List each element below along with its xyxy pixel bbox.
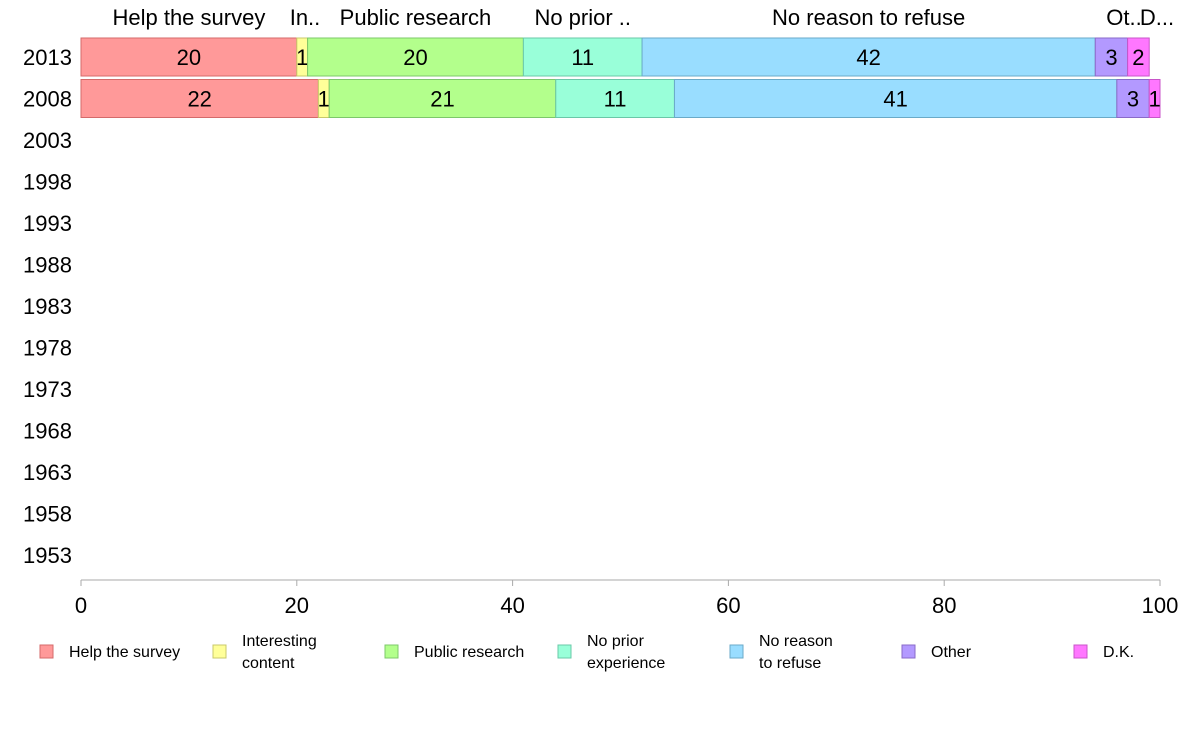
bar-segment — [1116, 79, 1150, 118]
series-header-label: Ot.. — [1106, 5, 1141, 30]
y-tick-label: 2008 — [23, 87, 72, 112]
series-header-label: Help the survey — [112, 5, 265, 30]
legend-label: D.K. — [1103, 644, 1134, 661]
x-tick-label: 100 — [1142, 593, 1179, 618]
bar-segment — [1127, 37, 1150, 77]
legend-swatch — [1073, 644, 1088, 659]
y-tick-label: 1958 — [23, 502, 72, 527]
bar-segment — [307, 37, 524, 77]
legend: Help the survey Interesting content Public … — [39, 633, 1134, 672]
y-tick-label: 2013 — [23, 45, 72, 70]
legend-swatch — [39, 644, 54, 659]
legend-label: No prior — [587, 633, 645, 650]
y-tick-label: 1998 — [23, 170, 72, 195]
y-tick-label: 2003 — [23, 128, 72, 153]
legend-swatch — [901, 644, 916, 659]
data-label: 1 — [318, 87, 330, 112]
legend-swatch — [212, 644, 227, 659]
x-tick-label: 40 — [500, 593, 524, 618]
legend-label: No reason — [759, 633, 833, 650]
data-label: 3 — [1127, 87, 1139, 112]
bar-segment — [80, 37, 298, 77]
y-tick-label: 1988 — [23, 253, 72, 278]
y-tick-label: 1978 — [23, 336, 72, 361]
bar-segment — [1148, 79, 1161, 118]
data-label: 22 — [187, 87, 211, 112]
y-tick-label: 1983 — [23, 294, 72, 319]
y-tick-label: 1968 — [23, 419, 72, 444]
legend-label: Other — [931, 644, 972, 661]
x-tick-label: 0 — [75, 593, 87, 618]
legend-label: content — [242, 655, 295, 672]
data-label: 11 — [604, 87, 627, 112]
data-label: 11 — [571, 45, 594, 70]
data-label: 20 — [403, 45, 427, 70]
legend-label: experience — [587, 655, 665, 672]
y-tick-label: 1953 — [23, 543, 72, 568]
x-axis: 0 20 40 60 80 100 — [75, 579, 1179, 618]
bar-segment — [673, 79, 1118, 118]
data-label: 20 — [177, 45, 201, 70]
y-tick-label: 1963 — [23, 460, 72, 485]
legend-swatch — [729, 644, 744, 659]
data-label: 2 — [1132, 45, 1144, 70]
bar-segments: 20 1 20 11 42 3 222 1 21 11 41 3 1 — [80, 37, 1161, 118]
series-header-labels: Help the survey In.. Public research No pri… — [112, 5, 1174, 30]
bar-segment — [80, 79, 319, 118]
series-header-label: In.. — [290, 5, 321, 30]
data-label: 21 — [430, 87, 454, 112]
bar-segment — [1094, 37, 1129, 77]
series-header-label: D... — [1140, 5, 1174, 30]
data-label: 42 — [856, 45, 880, 70]
bar-segment — [328, 79, 557, 118]
data-label: 1 — [1148, 87, 1160, 112]
y-tick-label: 1973 — [23, 377, 72, 402]
series-header-label: No reason to refuse — [772, 5, 965, 30]
legend-label: Help the survey — [69, 644, 180, 661]
y-axis-tick-labels: 2013 2008 2003 1998 1993 1988 1983 1978 1973 1968… — [23, 45, 72, 568]
data-label: 41 — [883, 87, 907, 112]
series-header-label: No prior .. — [534, 5, 631, 30]
legend-label: Public research — [414, 644, 524, 661]
x-tick-label: 60 — [716, 593, 740, 618]
bar-segment — [555, 79, 675, 118]
legend-swatch — [557, 644, 572, 659]
data-label: 1 — [296, 45, 308, 70]
legend-label: to refuse — [759, 655, 821, 672]
legend-swatch — [384, 644, 399, 659]
data-label: 3 — [1105, 45, 1117, 70]
x-tick-label: 20 — [285, 593, 309, 618]
y-tick-label: 1993 — [23, 211, 72, 236]
series-header-label: Public research — [340, 5, 492, 30]
x-tick-label: 80 — [932, 593, 956, 618]
legend-label: Interesting — [242, 633, 317, 650]
